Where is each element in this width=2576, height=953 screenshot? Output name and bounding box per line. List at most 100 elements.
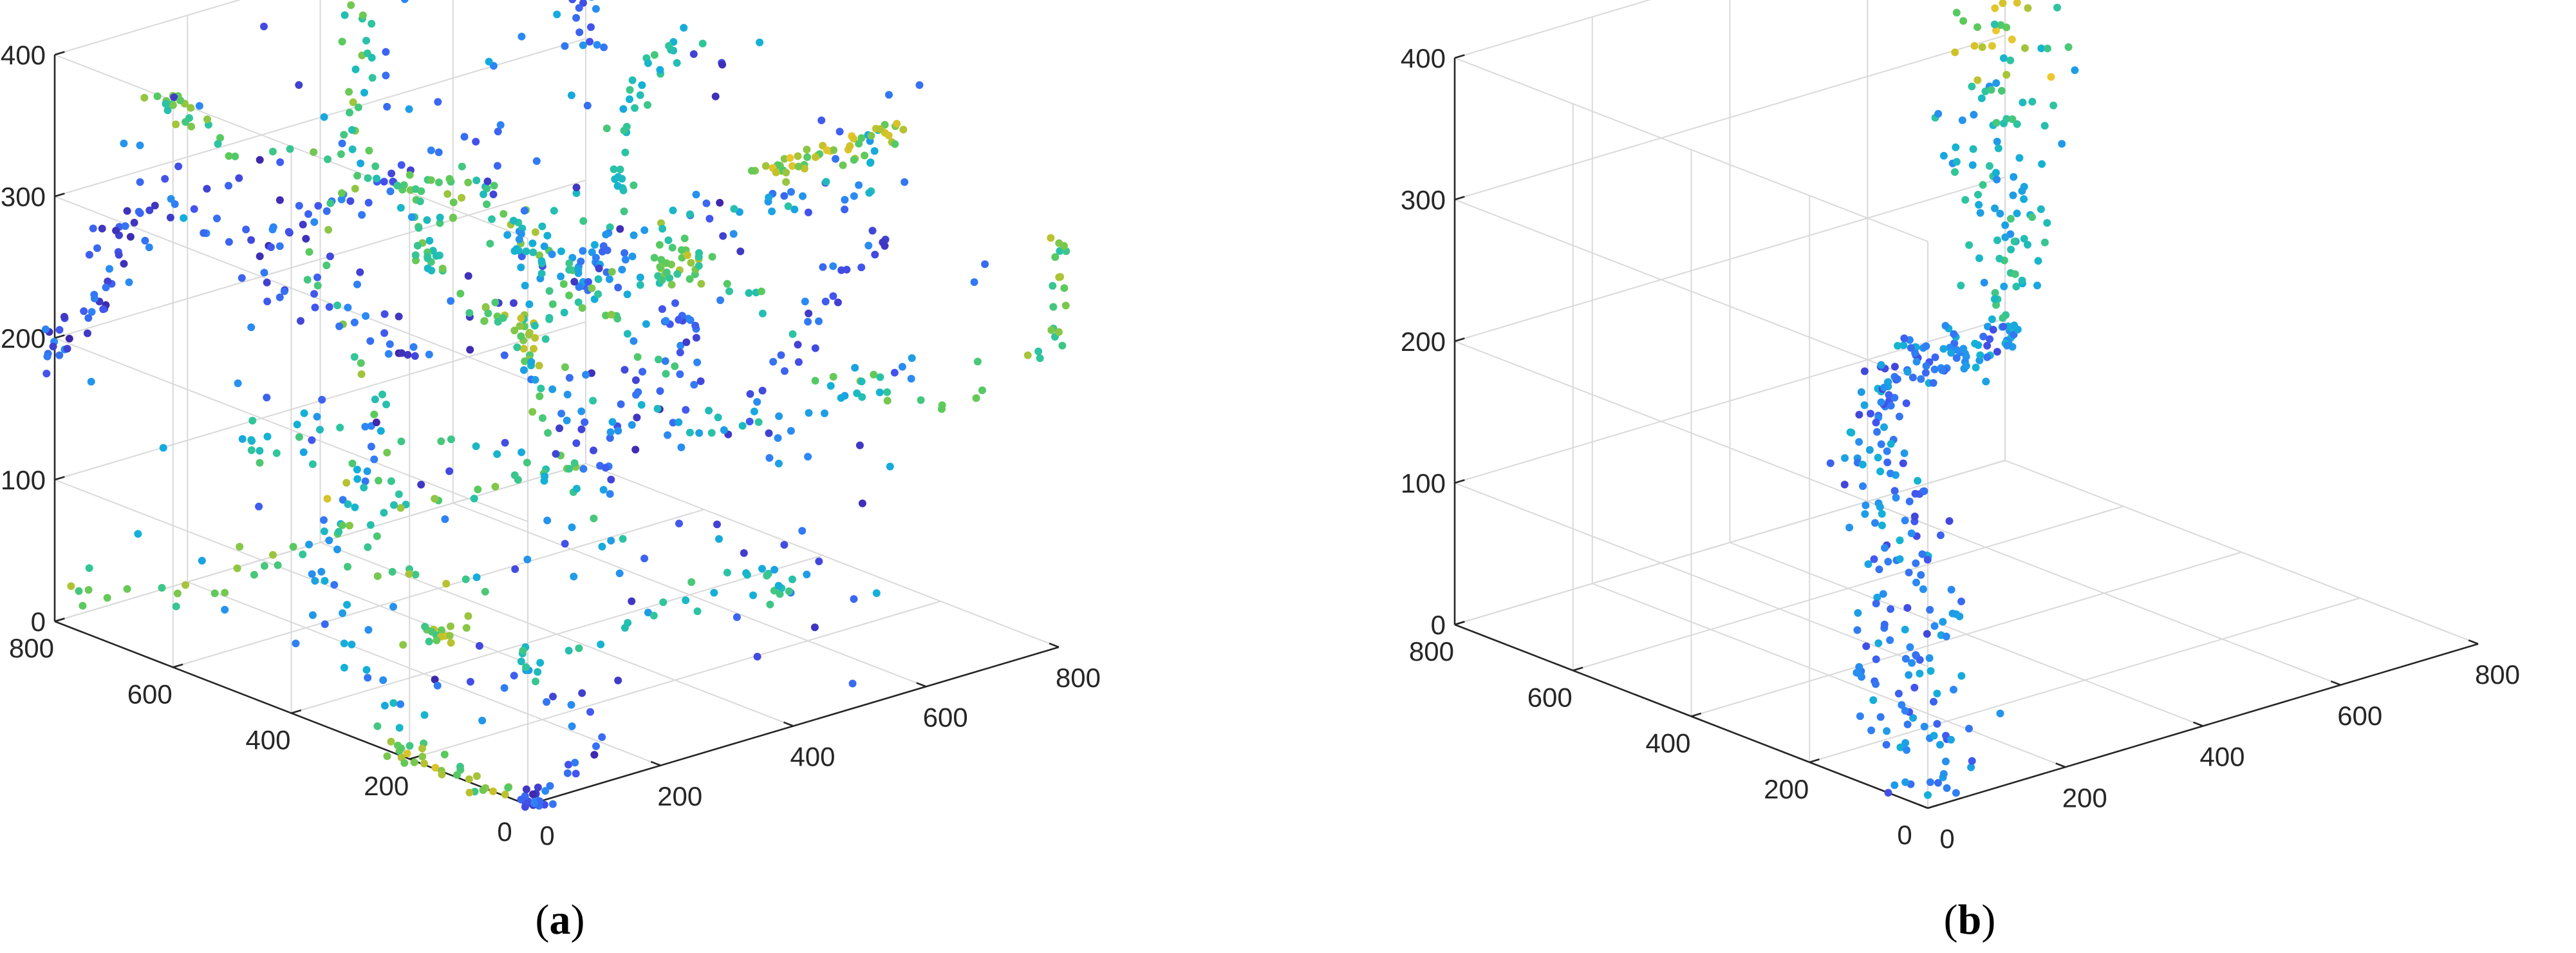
scatter-point	[572, 184, 581, 192]
scatter-point	[753, 652, 761, 661]
scatter-point	[510, 672, 518, 680]
scatter-point	[1983, 341, 1992, 350]
scatter-point	[182, 118, 190, 126]
scatter-point	[790, 205, 799, 214]
scatter-point	[772, 168, 780, 176]
scatter-point	[49, 343, 57, 351]
scatter-point	[1972, 363, 1980, 372]
y-tick-label: 0	[497, 816, 512, 847]
scatter-point	[102, 283, 110, 292]
scatter-point	[1970, 42, 1979, 50]
scatter-point	[475, 642, 483, 650]
scatter-point	[321, 577, 329, 585]
scatter-point	[787, 188, 795, 196]
y-tick	[1573, 666, 1583, 672]
scatter-point	[458, 194, 466, 202]
scatter-point	[440, 750, 449, 759]
scatter-point	[409, 343, 418, 351]
scatter-point	[1840, 480, 1849, 489]
scatter-point	[1901, 625, 1909, 634]
scatter-point	[821, 297, 830, 306]
scatter-point	[552, 449, 560, 458]
scatter-point	[761, 162, 770, 170]
scatter-point	[733, 613, 741, 621]
scatter-point	[662, 370, 670, 378]
scatter-point	[543, 516, 552, 525]
scatter-point	[611, 175, 619, 184]
scatter-point	[436, 213, 444, 222]
x-tick	[2330, 680, 2341, 686]
scatter-point	[2007, 245, 2015, 254]
scatter-point	[686, 275, 694, 283]
scatter-point	[1957, 672, 1966, 680]
scatter-point	[1841, 454, 1849, 462]
scatter-point	[1883, 727, 1891, 735]
scatter-point	[570, 572, 578, 581]
scatter-point	[1903, 746, 1910, 754]
scatter-point	[295, 81, 303, 89]
scatter-point	[456, 762, 464, 771]
scatter-point	[2012, 283, 2021, 290]
scatter-point	[373, 532, 381, 540]
scatter-point	[621, 249, 629, 257]
y-tick-label: 600	[127, 679, 173, 709]
scatter-point	[680, 24, 688, 32]
scatter-point	[1965, 724, 1973, 733]
scatter-point	[65, 334, 73, 343]
scatter-point	[280, 287, 288, 296]
scatter-point	[195, 102, 203, 110]
scatter-point	[489, 787, 497, 795]
scatter-point	[2009, 191, 2017, 200]
scatter-point	[348, 145, 357, 153]
scatter-point	[388, 568, 397, 576]
scatter-point	[610, 165, 618, 173]
scatter-point	[653, 404, 662, 413]
scatter-point	[855, 140, 863, 148]
scatter-point	[574, 298, 583, 307]
back-wall-gridline	[1454, 176, 2006, 342]
scatter-point	[260, 561, 268, 570]
scatter-point	[84, 314, 93, 322]
scatter-point	[786, 154, 794, 162]
scatter-point	[1989, 326, 1997, 334]
scatter-point	[263, 297, 272, 306]
scatter-point	[1901, 739, 1910, 747]
y-tick-label: 200	[364, 771, 409, 801]
z-tick-label: 300	[1401, 185, 1446, 215]
scatter-point	[371, 395, 379, 404]
scatter-point	[383, 448, 391, 457]
scatter-point	[1974, 76, 1982, 84]
scatter-point	[765, 193, 773, 202]
scatter-point	[67, 582, 75, 590]
scatter-point	[567, 91, 575, 99]
scatter-point	[2010, 173, 2018, 181]
scatter-point	[1875, 565, 1883, 574]
scatter-point	[247, 436, 256, 444]
scatter-point	[886, 462, 894, 471]
scatter-point	[2013, 209, 2021, 218]
scatter-point	[579, 41, 587, 50]
scatter-point	[397, 203, 405, 212]
x-tick	[2055, 762, 2066, 768]
scatter-point	[829, 373, 837, 381]
scatter-point	[501, 439, 509, 447]
scatter-point	[120, 139, 128, 147]
scatter-point	[774, 434, 782, 442]
scatter-point	[899, 126, 908, 134]
scatter-point	[400, 181, 408, 189]
scatter-point	[600, 43, 608, 52]
side-wall-gridline	[1454, 341, 1928, 525]
scatter-point	[80, 307, 88, 316]
scatter-point	[1912, 651, 1920, 659]
scatter-point	[353, 280, 361, 288]
scatter-point	[1991, 4, 1999, 12]
scatter-point	[571, 759, 579, 767]
scatter-point	[1967, 763, 1975, 771]
scatter-point	[380, 310, 389, 318]
scatter-point	[378, 390, 386, 399]
scatter-point	[1992, 79, 2001, 87]
scatter-point	[115, 250, 123, 259]
scatter-point	[1867, 410, 1874, 418]
x-tick-label: 600	[2337, 701, 2382, 731]
scatter-point	[180, 214, 188, 222]
